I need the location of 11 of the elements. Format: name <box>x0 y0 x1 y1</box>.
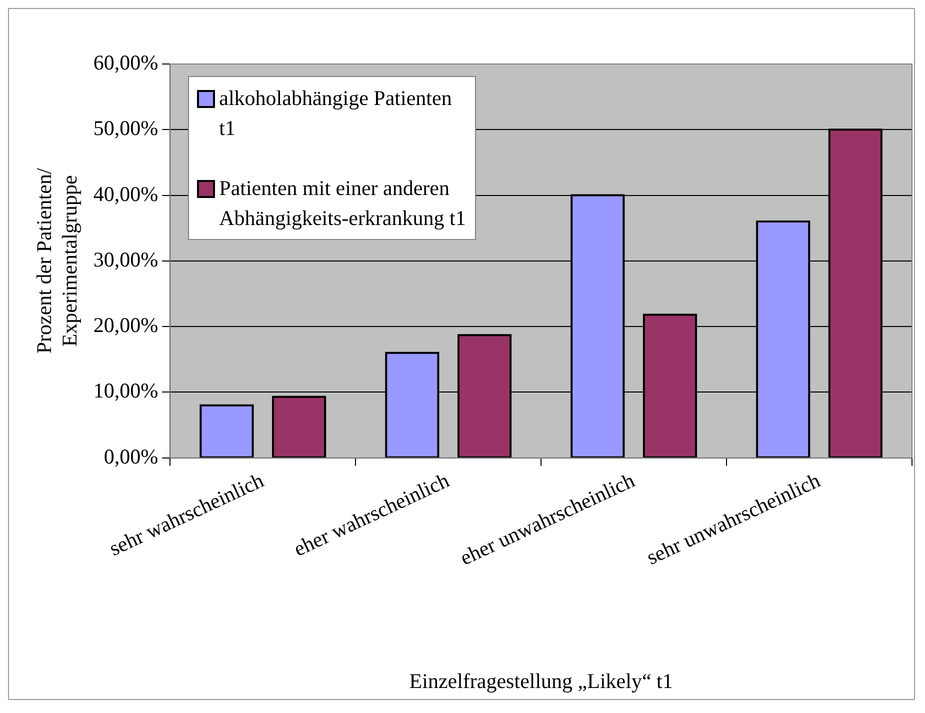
x-axis-title: Einzelfragestellung „Likely“ t1 <box>409 668 673 693</box>
y-tick-label: 60,00% <box>93 50 158 75</box>
y-axis-title: Prozent der Patienten/ Experimentalgruppe <box>32 168 82 354</box>
legend-label: alkoholabhängige Patienten t1 <box>219 85 453 142</box>
y-tick-label: 10,00% <box>93 378 158 403</box>
y-tick-label: 20,00% <box>93 313 158 338</box>
legend-label: Patienten mit einer anderen Abhängigkeits-erkrankung t1 <box>219 175 467 232</box>
y-tick-label: 30,00% <box>93 247 158 272</box>
y-tick-label: 50,00% <box>93 116 158 140</box>
y-tick-label: 0,00% <box>104 444 158 468</box>
y-tick-label: 40,00% <box>93 182 158 206</box>
